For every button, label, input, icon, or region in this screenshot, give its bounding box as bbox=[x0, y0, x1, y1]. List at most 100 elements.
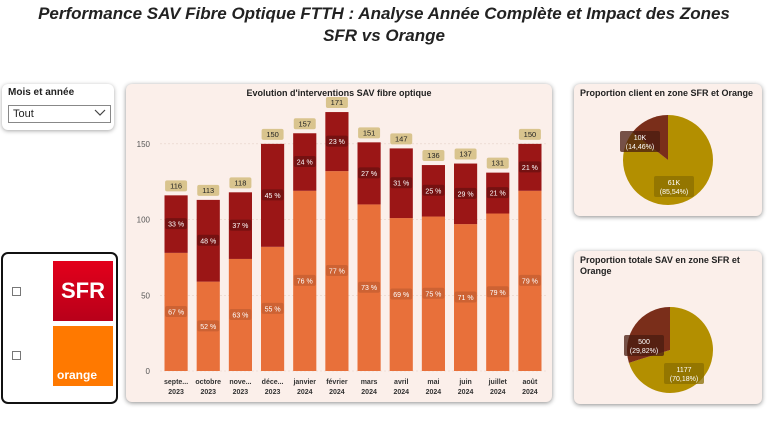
sav-proportion-panel: Proportion totale SAV en zone SFR et Ora… bbox=[574, 251, 762, 404]
x-tick-label: nove... bbox=[229, 379, 251, 386]
sfr-logo[interactable]: SFR bbox=[53, 261, 113, 321]
pie-label: (85,54%) bbox=[660, 189, 688, 196]
x-tick-year: 2024 bbox=[297, 389, 313, 396]
total-badge bbox=[197, 184, 220, 196]
total-badge bbox=[261, 128, 284, 140]
interventions-chart-panel: Evolution d'interventions SAV fibre opti… bbox=[126, 84, 552, 402]
orange-checkbox[interactable] bbox=[12, 351, 21, 360]
orange-logo-text: orange bbox=[57, 368, 98, 382]
total-badge bbox=[358, 127, 381, 139]
total-label: 113 bbox=[202, 186, 214, 195]
pie2-title: Proportion totale SAV en zone SFR et Ora… bbox=[580, 255, 740, 276]
data-label: 76 % bbox=[297, 278, 313, 285]
data-label-bg bbox=[518, 161, 541, 173]
x-tick-year: 2024 bbox=[361, 389, 377, 396]
data-label-bg bbox=[293, 156, 316, 168]
data-label-bg bbox=[229, 219, 252, 231]
x-tick-label: août bbox=[523, 379, 538, 386]
total-label: 151 bbox=[363, 128, 376, 137]
slicer-label: Mois et année bbox=[8, 87, 75, 98]
total-label: 118 bbox=[234, 178, 246, 187]
pie-label: 61K bbox=[668, 180, 681, 187]
orange-logo[interactable]: orange bbox=[53, 326, 113, 386]
pie-label: 1177 bbox=[676, 367, 691, 374]
data-label-bg bbox=[165, 305, 188, 317]
pie-label-bg bbox=[664, 363, 704, 384]
pie-label: (29,82%) bbox=[630, 348, 658, 355]
data-label-bg bbox=[229, 308, 252, 320]
x-tick-label: septe... bbox=[164, 379, 188, 386]
operator-filter-panel: SFR orange bbox=[1, 252, 118, 404]
data-label-bg bbox=[293, 274, 316, 286]
data-label: 24 % bbox=[297, 160, 313, 167]
total-badge bbox=[325, 97, 348, 109]
data-label: 55 % bbox=[265, 306, 281, 313]
pie-label-bg bbox=[654, 176, 694, 197]
month-year-dropdown[interactable]: Tout bbox=[8, 105, 111, 123]
data-label-bg bbox=[261, 189, 284, 201]
data-label: 37 % bbox=[232, 223, 248, 230]
data-label: 63 % bbox=[232, 312, 248, 319]
x-tick-label: avril bbox=[394, 379, 408, 386]
data-label: 71 % bbox=[458, 295, 474, 302]
data-label: 23 % bbox=[329, 139, 345, 146]
total-label: 131 bbox=[491, 159, 504, 168]
total-label: 137 bbox=[459, 150, 472, 159]
total-label: 150 bbox=[524, 130, 537, 139]
x-tick-label: juin bbox=[458, 379, 471, 386]
client-proportion-pie: 61K (85,54%) 10K (14,46%) bbox=[620, 115, 713, 206]
data-label-bg bbox=[390, 177, 413, 189]
total-badge bbox=[454, 148, 477, 160]
client-proportion-panel: Proportion client en zone SFR et Orange … bbox=[574, 84, 762, 216]
data-label: 48 % bbox=[200, 238, 216, 245]
data-label-bg bbox=[454, 291, 477, 303]
total-badge bbox=[293, 118, 316, 130]
data-label-bg bbox=[325, 135, 348, 147]
sfr-logo-text: SFR bbox=[61, 278, 105, 303]
total-label: 157 bbox=[298, 119, 311, 128]
interventions-bar-chart: 0 50 100 150 67 % 33 % 116 septe... 2023 52 % 48 %… bbox=[137, 97, 546, 396]
x-tick-year: 2023 bbox=[168, 389, 184, 396]
data-label: 52 % bbox=[200, 324, 216, 331]
data-label: 21 % bbox=[490, 191, 506, 198]
data-label-bg bbox=[390, 288, 413, 300]
x-tick-year: 2024 bbox=[490, 389, 506, 396]
total-badge bbox=[486, 157, 509, 169]
data-label-bg bbox=[454, 187, 477, 199]
x-tick-label: mars bbox=[361, 379, 378, 386]
total-badge bbox=[390, 133, 413, 145]
total-label: 116 bbox=[170, 181, 182, 190]
x-tick-year: 2023 bbox=[233, 389, 249, 396]
data-label-bg bbox=[422, 184, 445, 196]
data-label-bg bbox=[197, 320, 220, 332]
data-label: 29 % bbox=[458, 191, 474, 198]
y-tick-label: 100 bbox=[137, 216, 151, 225]
data-label-bg bbox=[325, 265, 348, 277]
y-tick-label: 150 bbox=[137, 140, 151, 149]
total-badge bbox=[165, 180, 188, 192]
page-title: Performance SAV Fibre Optique FTTH : Ana… bbox=[0, 3, 768, 47]
data-label-bg bbox=[358, 281, 381, 293]
total-label: 171 bbox=[331, 98, 344, 107]
x-tick-label: mai bbox=[427, 379, 439, 386]
data-label-bg bbox=[165, 218, 188, 230]
total-badge bbox=[518, 128, 541, 140]
chevron-down-icon bbox=[94, 109, 106, 116]
x-tick-label: déce... bbox=[262, 379, 284, 386]
pie-label-bg bbox=[624, 335, 664, 356]
data-label-bg bbox=[422, 287, 445, 299]
total-badge bbox=[422, 150, 445, 162]
data-label: 77 % bbox=[329, 269, 345, 276]
data-label-bg bbox=[358, 167, 381, 179]
total-label: 147 bbox=[395, 134, 408, 143]
data-label-bg bbox=[486, 187, 509, 199]
chart-title: Evolution d'interventions SAV fibre opti… bbox=[246, 88, 432, 98]
sfr-checkbox[interactable] bbox=[12, 287, 21, 296]
total-label: 150 bbox=[266, 130, 279, 139]
page-title-line1: Performance SAV Fibre Optique FTTH : Ana… bbox=[38, 4, 730, 23]
data-label: 27 % bbox=[361, 171, 377, 178]
data-label: 45 % bbox=[265, 193, 281, 200]
data-label: 79 % bbox=[490, 290, 506, 297]
x-tick-label: février bbox=[326, 379, 348, 386]
data-label: 69 % bbox=[393, 292, 409, 299]
